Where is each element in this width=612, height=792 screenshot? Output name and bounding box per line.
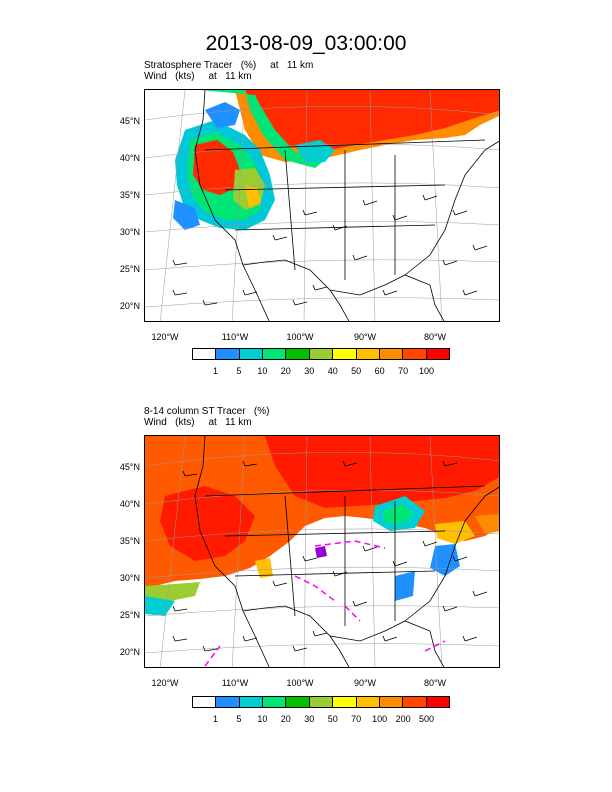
panel2-tracer-field [145,436,499,616]
panel2-magenta-contours [204,540,446,667]
colorbar-box [333,697,357,707]
colorbar-label: 70 [351,714,362,724]
colorbar-box [216,697,240,707]
colorbar-label: 60 [374,366,385,376]
colorbar-label: 500 [419,714,435,724]
panel1-lat-label-30: 30°N [119,227,140,237]
panel1-graticule [145,90,499,321]
colorbar-label: 30 [304,714,315,724]
colorbar-box [379,349,404,359]
colorbar-label: 200 [395,714,411,724]
panel1-title-line2: Wind (kts) at 11 km [144,71,252,82]
panel1-lon-label-110: 110°W [221,332,249,342]
colorbar-label: 50 [327,714,338,724]
panel2-colorbar-labels: 1 5 10 20 30 50 70 100 200 500 [192,714,450,726]
colorbar-box [356,697,380,707]
colorbar-label: 10 [257,366,268,376]
colorbar-label: 30 [304,366,315,376]
colorbar-box [426,349,449,359]
colorbar-label: 100 [419,366,435,376]
colorbar-box [263,349,287,359]
colorbar-label: 20 [280,714,291,724]
panel1-wind-barbs [172,194,488,306]
panel1-tracer-field [173,90,499,230]
panel2-map [144,435,500,668]
panel1-map [144,89,500,322]
main-title: 2013-08-09_03:00:00 [205,32,407,55]
panel2-lon-label-110: 110°W [221,678,249,688]
colorbar-label: 50 [351,366,362,376]
panel2-wind-barbs [172,460,488,652]
colorbar-box [263,697,287,707]
colorbar-box [333,349,357,359]
panel1-coastlines [194,90,499,321]
panel1-lon-label-100: 100°W [286,332,314,342]
panel2-lat-label-45: 45°N [119,462,140,472]
panel2-lon-label-80: 80°W [423,678,447,688]
panel2-lat-label-25: 25°N [119,610,140,620]
colorbar-box [193,697,217,707]
panel2-title-line1: 8-14 column ST Tracer (%) [144,406,270,417]
colorbar-box [403,349,427,359]
colorbar-box [309,697,334,707]
colorbar-box [379,697,404,707]
colorbar-box [239,349,264,359]
panel2-graticule [145,436,499,667]
colorbar-label: 100 [372,714,388,724]
panel1-lat-label-40: 40°N [119,153,140,163]
panel2-lat-label-40: 40°N [119,499,140,509]
colorbar-label: 70 [398,366,409,376]
panel1-title-line1: Stratosphere Tracer (%) at 11 km [144,60,314,71]
colorbar-label: 40 [327,366,338,376]
colorbar-box [193,349,217,359]
panel1-colorbar-labels: 1 5 10 20 30 40 50 60 70 100 [192,366,450,378]
colorbar-box [356,349,380,359]
panel2-lon-label-120: 120°W [151,678,179,688]
panel2-lon-label-90: 90°W [353,678,377,688]
colorbar-box [239,697,264,707]
panel1-lat-label-35: 35°N [119,190,140,200]
colorbar-label: 5 [236,714,242,724]
colorbar-label: 1 [212,714,218,724]
colorbar-label: 10 [257,714,268,724]
colorbar-box [403,697,427,707]
colorbar-box [426,697,449,707]
colorbar-label: 5 [236,366,242,376]
colorbar-box [286,697,310,707]
colorbar-label: 1 [212,366,218,376]
panel2-lon-label-100: 100°W [286,678,314,688]
panel1-lon-label-90: 90°W [353,332,377,342]
colorbar-box [286,349,310,359]
panel2-title-line2: Wind (kts) at 11 km [144,417,252,428]
panel2-lat-label-35: 35°N [119,536,140,546]
panel2-lat-label-20: 20°N [119,647,140,657]
panel2-colorbar [192,696,450,708]
panel1-colorbar [192,348,450,360]
panel1-lat-label-25: 25°N [119,264,140,274]
panel1-lat-label-45: 45°N [119,116,140,126]
colorbar-label: 20 [280,366,291,376]
panel1-lon-label-120: 120°W [151,332,179,342]
colorbar-box [309,349,334,359]
panel2-lat-label-30: 30°N [119,573,140,583]
panel1-lon-label-80: 80°W [423,332,447,342]
colorbar-box [216,349,240,359]
panel2-coastlines [194,436,499,667]
panel1-lat-label-20: 20°N [119,301,140,311]
